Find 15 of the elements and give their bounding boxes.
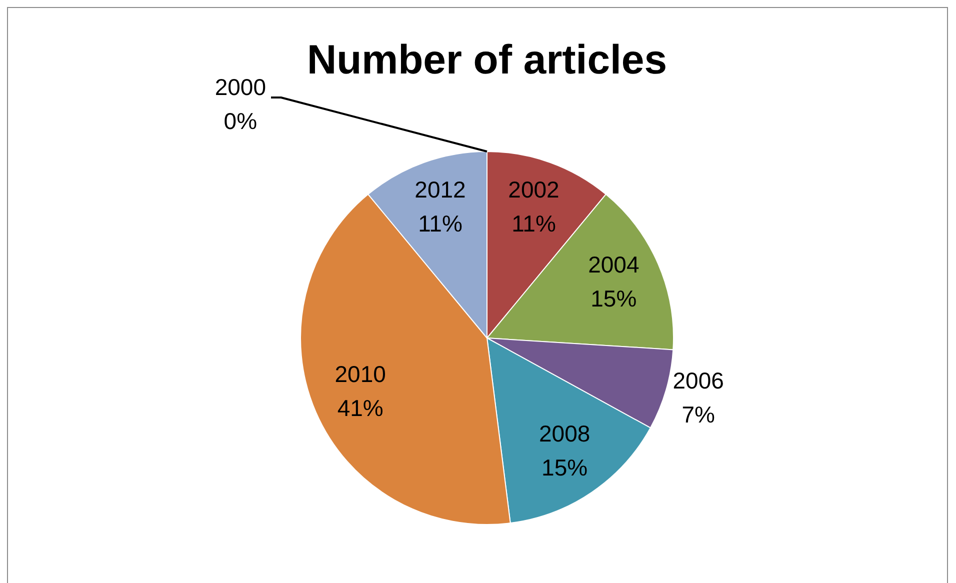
data-label: 7% <box>682 402 715 428</box>
data-label: 41% <box>337 395 384 422</box>
text: 0% <box>224 108 258 134</box>
data-label: 15% <box>542 454 588 480</box>
slice-label: 2008 <box>538 420 590 446</box>
data-label: 15% <box>590 286 637 312</box>
slice-label: 2006 <box>672 368 724 394</box>
slice-label: 2002 <box>508 176 560 202</box>
slice-label: 2004 <box>588 252 640 278</box>
chart-title: Number of articles <box>307 36 667 82</box>
data-label: 11% <box>512 210 556 236</box>
slice-label: 2012 <box>414 176 466 202</box>
data-label: 11% <box>418 210 462 236</box>
slice-label: 2010 <box>334 361 386 388</box>
category-label: 2000 <box>214 74 266 100</box>
